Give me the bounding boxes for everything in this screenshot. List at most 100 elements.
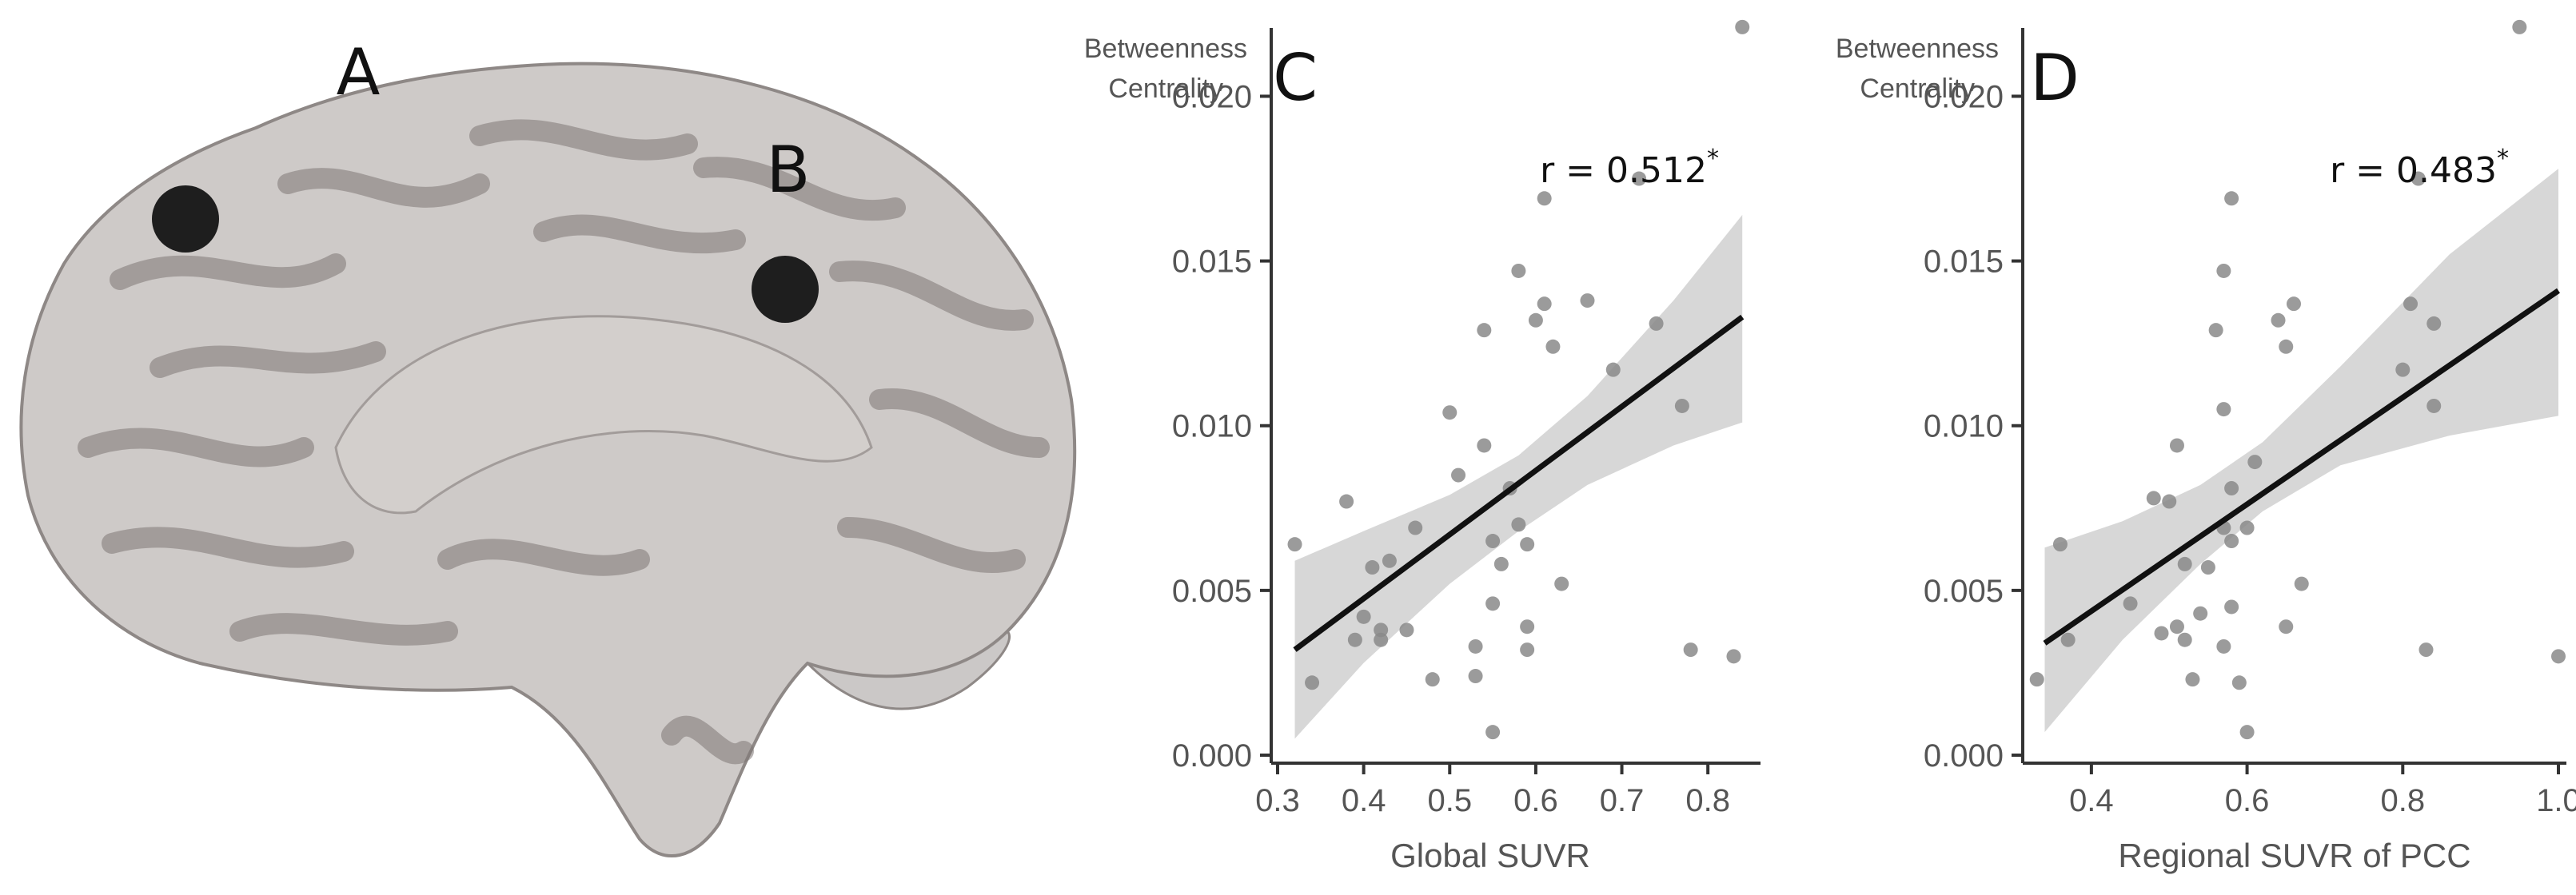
data-point [2512,19,2527,34]
data-point [2216,402,2231,417]
data-point [1493,556,1509,571]
data-point [2200,560,2215,575]
data-point [1554,576,1569,591]
data-point [1451,467,1466,483]
data-point [2029,672,2044,687]
data-point [1537,191,1552,206]
data-point [1485,534,1501,549]
brain-outline [19,62,1077,858]
correlation-label: r = 0.512* [1540,145,1719,191]
y-tick-label: 0.005 [1924,574,2004,609]
data-point [2177,632,2192,647]
y-tick-label: 0.020 [1172,79,1252,114]
data-point [1477,323,1492,338]
x-axis-label: Regional SUVR of PCC [2118,837,2470,874]
data-point [2231,675,2247,690]
data-point [2177,556,2192,571]
y-axis-label-line2: Centrality [1108,74,1223,104]
data-point [2279,339,2294,354]
data-point [2224,599,2239,615]
data-point [2224,481,2239,496]
data-point [1287,537,1302,552]
node-b-marker [752,256,819,323]
y-tick-label: 0.005 [1172,574,1252,609]
correlation-value: r = 0.512 [1540,150,1707,191]
y-axis-label-line1: Betweenness [1836,34,1999,64]
data-point [2418,642,2434,658]
y-tick-label: 0.000 [1172,738,1252,774]
data-point [1511,263,1526,278]
data-point [2216,638,2231,654]
data-point [1528,312,1543,328]
data-point [1468,638,1483,654]
data-point [1649,316,1664,331]
x-tick-label: 0.8 [2380,783,2425,818]
data-point [1726,649,1741,664]
data-point [2224,534,2239,549]
data-point [1520,642,1535,658]
significance-marker: * [2497,145,2509,173]
y-tick-label: 0.010 [1924,409,2004,444]
data-point [2287,296,2301,312]
data-point [2551,649,2566,664]
x-tick-label: 0.5 [1427,783,1472,818]
data-point [1511,517,1526,532]
x-tick-label: 0.3 [1255,783,1300,818]
x-tick-label: 0.7 [1600,783,1645,818]
y-tick-label: 0.010 [1172,409,1252,444]
data-point [1520,537,1535,552]
data-point [1408,520,1423,535]
corpus-callosum [334,315,873,515]
data-point [2294,576,2309,591]
data-point [2426,398,2442,413]
data-point [2060,632,2076,647]
correlation-value: r = 0.483 [2330,150,2497,191]
regression-line [1293,314,1745,652]
data-point [1425,672,1440,687]
data-point [1305,675,1320,690]
confidence-band [1294,214,1743,739]
data-point [1442,405,1457,420]
panel-label-c: C [1273,41,1318,115]
data-point [1632,171,1647,186]
data-point [2395,362,2411,377]
x-tick-label: 0.8 [1685,783,1730,818]
label-b: B [767,133,811,207]
confidence-band [2044,169,2558,733]
data-point [2208,323,2223,338]
data-point [1477,438,1492,453]
data-point [2216,263,2231,278]
data-point [2154,626,2169,641]
data-point [2239,520,2255,535]
data-point [1683,642,1698,658]
y-tick-label: 0.015 [1924,245,2004,280]
data-point [1382,553,1397,568]
cerebellum [806,629,1011,710]
x-tick-label: 0.6 [1513,783,1558,818]
data-point [2052,537,2068,552]
correlation-label: r = 0.483* [2330,145,2509,191]
data-point [2123,596,2138,611]
y-tick-label: 0.020 [1924,79,2004,114]
data-point [2279,619,2294,634]
data-point [1374,623,1389,638]
data-point [1545,339,1561,354]
data-point [1339,494,1354,509]
data-point [2169,619,2184,634]
label-a: A [337,35,381,109]
y-tick-label: 0.000 [1924,738,2004,774]
data-point [2193,606,2208,621]
regression-line [2043,288,2560,646]
significance-marker: * [1707,145,1719,173]
brain-surface-illustration: A B [19,35,1077,858]
data-point [2247,455,2263,470]
data-point [1485,596,1501,611]
data-point [2426,316,2442,331]
data-point [1374,632,1389,647]
gyri-pattern [78,119,1050,765]
data-point [1520,619,1535,634]
data-point [1365,560,1380,575]
data-point [1485,725,1501,740]
data-point [1605,362,1621,377]
data-point [2411,171,2426,186]
